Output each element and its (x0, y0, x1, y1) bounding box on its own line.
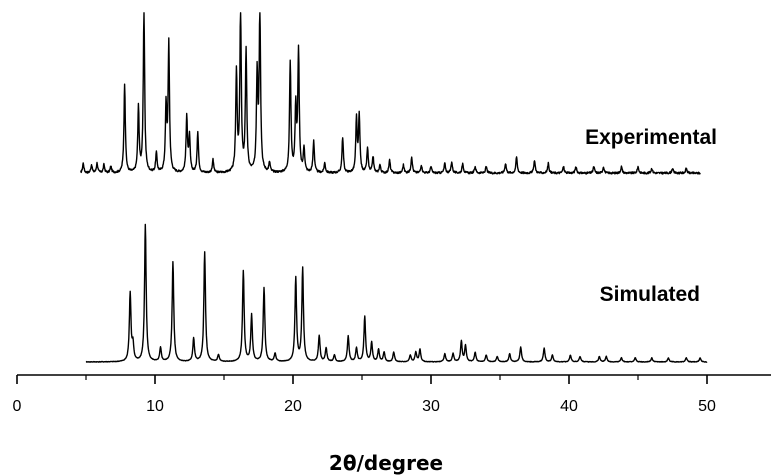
simulated-series-label: Simulated (600, 283, 700, 306)
x-axis: 0 10 20 30 40 50 (13, 374, 771, 415)
experimental-trace (80, 12, 701, 175)
simulated-trace (85, 223, 708, 363)
plot-area (80, 12, 708, 363)
x-tick-label: 0 (13, 398, 22, 415)
x-tick-label: 20 (284, 398, 302, 415)
x-tick-label: 50 (698, 398, 716, 415)
x-tick-label: 40 (560, 398, 578, 415)
x-axis-title: 2θ/degree (329, 451, 443, 475)
experimental-series-label: Experimental (585, 126, 717, 149)
x-tick-label: 10 (146, 398, 164, 415)
x-tick-label: 30 (422, 398, 440, 415)
